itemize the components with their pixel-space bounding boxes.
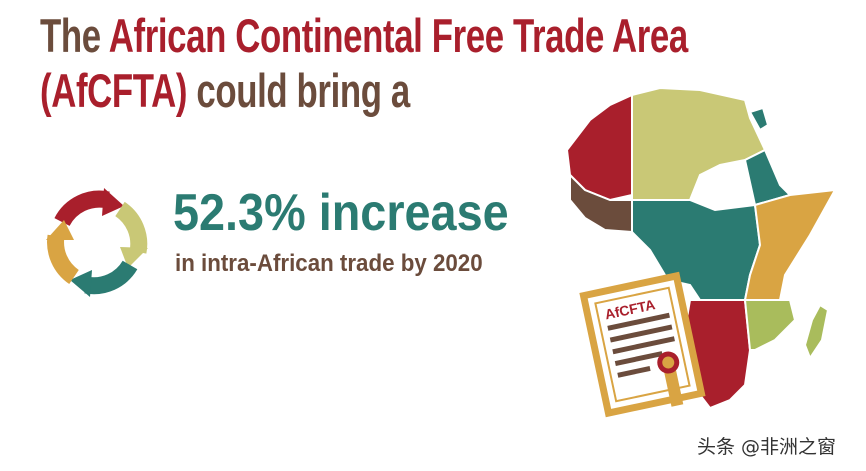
map-region-madagascar bbox=[803, 303, 830, 361]
cycle-arrows-icon bbox=[46, 188, 148, 297]
certificate-icon: AfCFTA bbox=[579, 271, 706, 418]
stat-value: 52.3% increase bbox=[173, 184, 509, 242]
map-region-horn-north bbox=[748, 106, 770, 132]
headline-acronym: (AfCFTA) bbox=[40, 64, 188, 117]
watermark: 头条 @非洲之窗 bbox=[697, 436, 837, 458]
headline-line-1: The African Continental Free Trade Area bbox=[40, 12, 688, 60]
stat-description: in intra-African trade by 2020 bbox=[175, 250, 483, 277]
headline-line-2: (AfCFTA) could bring a bbox=[40, 67, 410, 115]
map-region-east bbox=[743, 188, 837, 301]
map-region-north bbox=[631, 86, 767, 201]
headline-prefix: The bbox=[40, 9, 101, 62]
headline-highlight: African Continental Free Trade Area bbox=[108, 9, 688, 62]
headline-suffix: could bring a bbox=[196, 64, 410, 117]
map-region-east-upper bbox=[743, 148, 792, 207]
map-region-south-east bbox=[743, 299, 797, 351]
